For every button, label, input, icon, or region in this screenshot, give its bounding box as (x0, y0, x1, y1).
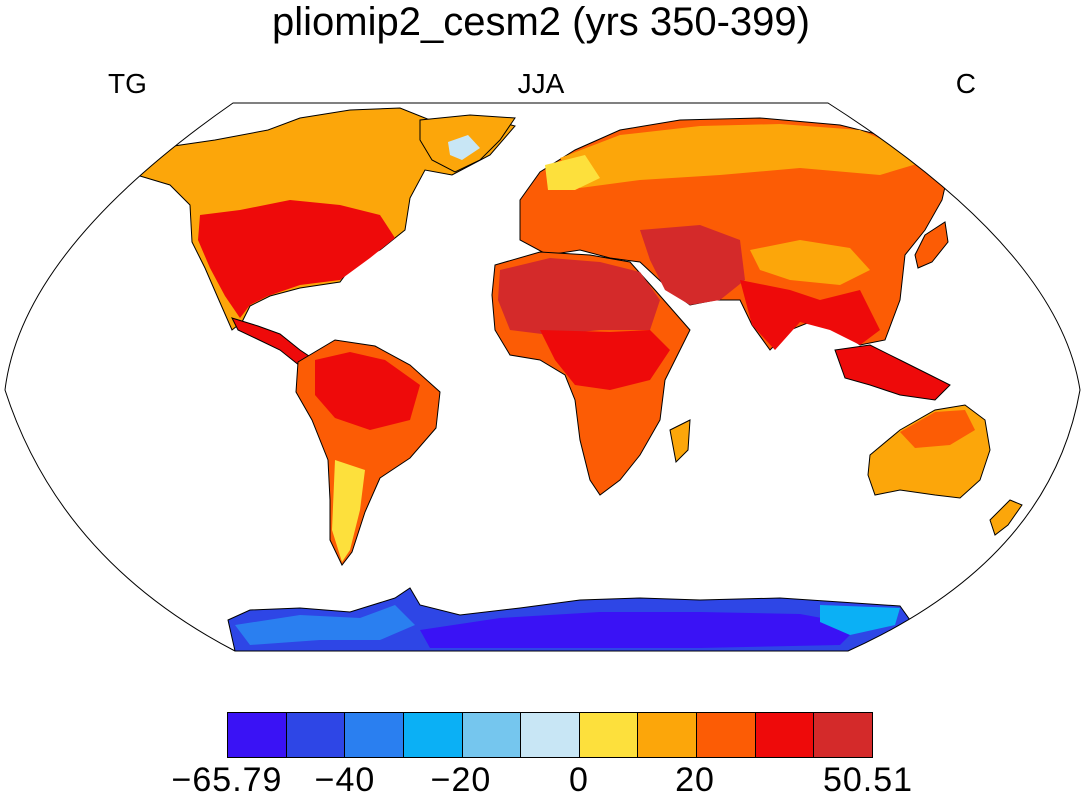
australia-warm (900, 410, 975, 448)
colorbar-label-5: 50.51 (822, 761, 914, 799)
se-asia-islands (834, 344, 951, 401)
central-africa-warm (540, 330, 670, 390)
colorbar-label-3: 0 (569, 761, 589, 799)
globe-outline (4, 102, 1081, 652)
south-america-south (332, 460, 365, 562)
variable-label: TG (108, 68, 147, 99)
europe-cool (545, 155, 600, 190)
colorbar-box-6 (579, 713, 639, 757)
colorbar-box-7 (638, 713, 698, 757)
colorbar-box-3 (403, 713, 463, 757)
colorbar-label-0: −65.79 (171, 761, 283, 799)
colorbar-box-9 (755, 713, 815, 757)
north-america-warm (198, 200, 395, 318)
new-zealand-land (989, 499, 1023, 536)
japan-land (914, 221, 949, 269)
antarctica-coast-cyan (820, 605, 900, 635)
colorbar-box-0 (228, 713, 287, 757)
sahara-hot (498, 258, 660, 335)
colorbar-box-8 (697, 713, 756, 757)
south-america-warm (315, 352, 420, 430)
greenland-ice (448, 135, 480, 160)
colorbar-labels: −65.79 −40 −20 0 20 50.51 (0, 762, 1082, 798)
antarctica-interior (420, 612, 860, 648)
colorbar-label-2: −20 (430, 761, 492, 799)
colorbar-box-5 (521, 713, 580, 757)
madagascar-land (669, 419, 691, 464)
season-label: JJA (517, 68, 565, 99)
colorbar-label-4: 20 (675, 761, 715, 799)
tibet-cool (750, 240, 870, 285)
colorbar-box-1 (286, 713, 346, 757)
antarctica-coast-light (235, 605, 415, 645)
colorbar-box-2 (345, 713, 404, 757)
colorbar (227, 712, 873, 758)
colorbar-box-4 (462, 713, 522, 757)
siberia-cool (560, 124, 930, 188)
south-asia-warm (740, 280, 880, 350)
page-title: pliomip2_cesm2 (yrs 350-399) (271, 0, 810, 44)
world-map (4, 102, 1081, 652)
units-label: C (955, 68, 976, 99)
colorbar-box-10 (814, 713, 873, 757)
middle-east-hot (640, 225, 745, 305)
colorbar-label-1: −40 (314, 761, 376, 799)
